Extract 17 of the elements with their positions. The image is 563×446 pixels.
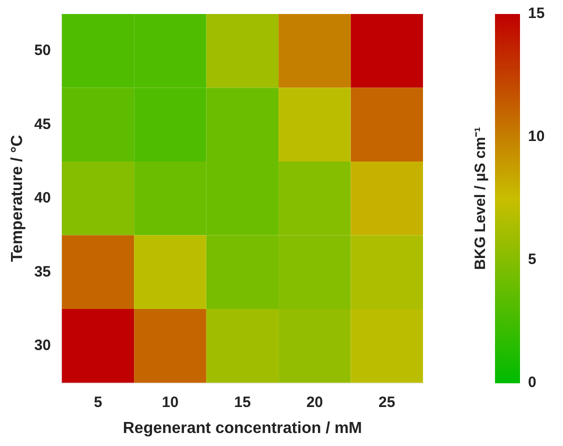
x-tick-label: 5 — [94, 394, 102, 411]
y-tick-label: 35 — [34, 263, 51, 280]
y-tick-label: 30 — [34, 337, 51, 354]
x-axis-title: Regenerant concentration / mM — [122, 420, 362, 437]
y-tick-label: 40 — [34, 190, 51, 207]
x-tick-label: 15 — [234, 394, 251, 411]
color-bar-label: 5 — [528, 251, 536, 268]
color-bar-label: 10 — [528, 128, 545, 146]
x-tick-label: 25 — [378, 394, 396, 411]
color-bar-label: 15 — [528, 5, 545, 22]
y-axis-title: Temperature / °C — [9, 134, 26, 262]
x-tick-label: 10 — [162, 394, 179, 411]
y-tick-label: 50 — [34, 42, 51, 60]
color-bar-label: 0 — [528, 374, 536, 391]
y-tick-label: 45 — [34, 116, 51, 133]
x-tick-label: 20 — [306, 394, 324, 411]
color-bar-title: BKG Level / µS cm⁻¹ — [472, 126, 490, 270]
